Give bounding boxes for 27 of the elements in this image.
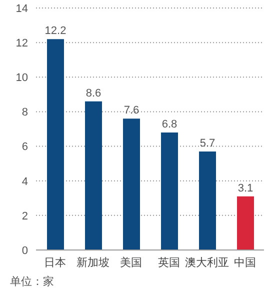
x-tick-label: 中国 xyxy=(234,256,256,269)
y-tick-label: 8 xyxy=(22,106,28,119)
data-label: 6.8 xyxy=(162,118,178,130)
bar xyxy=(237,196,254,250)
x-tick-label: 新加坡 xyxy=(76,256,110,269)
data-label: 8.6 xyxy=(86,87,102,100)
bar xyxy=(199,151,216,250)
bar xyxy=(123,118,140,250)
data-label: 5.7 xyxy=(200,137,216,150)
x-tick-label: 美国 xyxy=(120,256,142,269)
y-tick-label: 4 xyxy=(22,176,28,188)
bar xyxy=(161,132,178,250)
y-tick-label: 14 xyxy=(16,2,28,15)
y-tick-label: 12 xyxy=(16,37,28,50)
x-tick-label: 澳大利亚 xyxy=(185,256,229,269)
bar xyxy=(85,101,102,250)
y-tick-label: 0 xyxy=(22,244,28,257)
y-tick-label: 10 xyxy=(16,72,28,84)
y-tick-label: 2 xyxy=(22,210,28,222)
y-tick-label: 6 xyxy=(22,141,28,154)
text: 单位：家 xyxy=(10,274,54,289)
data-label: 3.1 xyxy=(238,182,254,194)
data-label: 12.2 xyxy=(44,25,66,38)
x-tick-label: 日本 xyxy=(44,256,66,269)
bar xyxy=(47,39,64,250)
data-label: 7.6 xyxy=(124,104,140,117)
x-tick-label: 英国 xyxy=(158,256,180,269)
